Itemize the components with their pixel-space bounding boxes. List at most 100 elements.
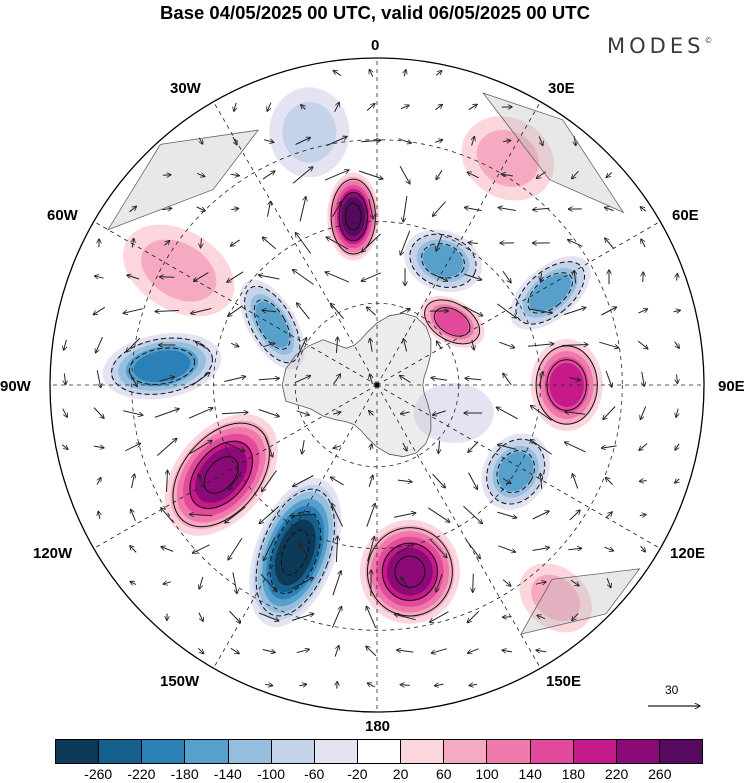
wind-arrow-icon: [262, 237, 277, 250]
lon-label-60w: 60W: [47, 207, 78, 224]
wind-arrow-icon: [498, 545, 515, 552]
wind-arrow-icon: [430, 272, 448, 281]
wind-arrow-icon: [605, 238, 614, 249]
wind-arrow-icon: [398, 138, 412, 143]
colorbar-tick-label: 220: [604, 766, 629, 782]
wind-arrow-icon: [677, 374, 678, 383]
wind-arrow-icon: [532, 511, 549, 520]
anomaly-band: [133, 350, 191, 383]
wind-arrow-icon: [259, 275, 280, 280]
colorbar-tick-label: 100: [475, 766, 499, 782]
wind-arrow-icon: [129, 206, 137, 213]
anomaly-center: [413, 383, 494, 443]
wind-arrow-icon: [574, 136, 576, 145]
wind-arrow-icon: [569, 378, 580, 381]
colorbar-tick-label: 180: [561, 766, 586, 782]
wind-arrow-icon: [677, 274, 678, 281]
contour-line: [269, 510, 322, 595]
wind-arrow-icon: [561, 345, 588, 346]
anomaly-band: [387, 548, 433, 596]
wind-arrow-icon: [473, 573, 474, 593]
wind-arrow-icon: [639, 515, 646, 516]
wind-arrow-icon: [324, 170, 349, 181]
wind-arrow-icon: [432, 473, 446, 488]
wind-arrow-icon: [161, 547, 174, 552]
colorbar-tick-label: -140: [213, 766, 242, 782]
wind-vectors: [61, 69, 680, 689]
wind-arrow-icon: [467, 648, 479, 653]
colorbar-segment: [270, 740, 314, 763]
wind-arrow-icon: [605, 207, 614, 210]
contour-line: [496, 450, 535, 494]
wind-arrow-icon: [267, 102, 272, 112]
wind-arrow-icon: [674, 341, 680, 349]
wind-arrow-icon: [437, 341, 442, 350]
wind-arrow-icon: [465, 378, 482, 380]
wind-arrow-icon: [464, 207, 482, 212]
wind-arrow-icon: [572, 170, 579, 179]
wind-arrow-icon: [199, 576, 204, 589]
contour-line: [424, 299, 481, 345]
anomaly-center: [123, 224, 235, 317]
wind-arrow-icon: [292, 578, 314, 589]
wind-arrow-icon: [468, 243, 478, 244]
wind-arrow-icon: [538, 136, 543, 145]
wind-arrow-icon: [326, 137, 347, 146]
wind-arrow-icon: [336, 536, 337, 563]
lon-label-30e: 30E: [548, 80, 575, 97]
colorbar-segment: [400, 740, 444, 763]
wind-arrow-icon: [640, 207, 647, 212]
wind-arrow-icon: [159, 377, 175, 382]
wind-arrow-icon: [361, 272, 381, 281]
wind-arrow-icon: [131, 509, 136, 521]
wind-arrow-icon: [675, 443, 679, 450]
colorbar-tick-label: 60: [436, 766, 452, 782]
wind-arrow-icon: [601, 446, 617, 448]
wind-arrow-icon: [370, 338, 372, 352]
anomaly-band: [282, 101, 337, 163]
colorbar-tick-label: 140: [518, 766, 542, 782]
wind-arrow-icon: [599, 341, 618, 348]
wind-arrow-icon: [431, 648, 447, 654]
contour-line: [409, 233, 477, 288]
anomaly-center: [461, 116, 554, 201]
colorbar-tick-label: 260: [648, 766, 672, 782]
wind-arrow-icon: [96, 478, 101, 485]
wind-arrow-icon: [61, 444, 68, 450]
anomaly-band: [413, 383, 494, 443]
wind-arrow-icon: [497, 303, 516, 318]
contour-line: [330, 178, 376, 255]
wind-arrow-icon: [231, 208, 238, 209]
wind-arrow-icon: [530, 440, 552, 455]
wind-arrow-icon: [190, 514, 213, 515]
wind-arrow-icon: [162, 208, 172, 210]
anomaly-center: [102, 333, 222, 400]
colorbar-tick-label: -60: [304, 766, 325, 782]
contour-group: [330, 178, 376, 255]
wind-arrow-icon: [468, 104, 477, 111]
colorbar-segment: [141, 740, 185, 763]
colorbar-segment: [615, 740, 659, 763]
wind-arrow-icon: [163, 241, 169, 246]
wind-arrow-icon: [333, 374, 341, 385]
wind-arrow-icon: [537, 615, 546, 618]
anomaly-band: [531, 574, 581, 622]
contour-line: [381, 542, 438, 601]
wind-arrow-icon: [601, 307, 616, 316]
anomaly-band: [141, 239, 217, 302]
wind-arrow-icon: [331, 503, 344, 527]
wind-arrow-icon: [568, 240, 583, 247]
wind-arrow-icon: [259, 506, 280, 523]
wind-arrow-icon: [301, 105, 306, 110]
wind-arrow-icon: [643, 272, 644, 283]
wind-arrow-icon: [267, 201, 271, 217]
colorbar-tick-label: -20: [347, 766, 368, 782]
wind-arrow-icon: [529, 308, 553, 313]
wind-arrow-icon: [191, 373, 210, 386]
contour-group: [515, 261, 586, 325]
wind-arrow-icon: [435, 104, 443, 111]
wind-arrow-icon: [401, 577, 410, 590]
wind-arrow-icon: [325, 272, 350, 283]
wind-arrow-icon: [464, 273, 481, 280]
wind-arrow-icon: [127, 275, 140, 280]
